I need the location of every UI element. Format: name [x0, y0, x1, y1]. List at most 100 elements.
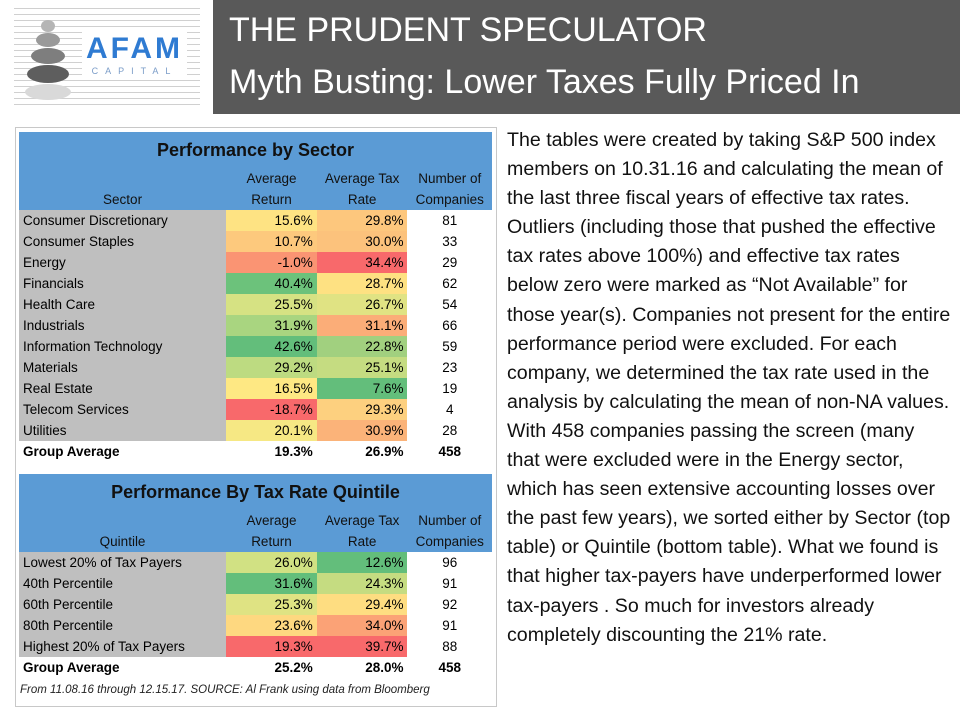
row-label: 40th Percentile: [19, 573, 227, 594]
tax-rate-cell: 24.3%: [316, 573, 408, 594]
row-label: Information Technology: [19, 336, 227, 357]
row-label: Group Average: [19, 657, 227, 678]
return-cell: 19.3%: [226, 636, 317, 657]
return-cell: -18.7%: [226, 399, 317, 420]
return-cell: -1.0%: [226, 252, 317, 273]
quintile-table-title: Performance By Tax Rate Quintile: [19, 474, 492, 510]
row-label: Utilities: [19, 420, 227, 441]
header-cell: Sector: [19, 189, 227, 210]
return-cell: 26.0%: [226, 552, 317, 573]
body-paragraph: The tables were created by taking S&P 50…: [507, 129, 951, 646]
return-cell: 10.7%: [226, 231, 317, 252]
header-cell: Average: [226, 510, 317, 531]
table-row: Highest 20% of Tax Payers 19.3% 39.7% 88: [19, 636, 492, 657]
tax-rate-cell: 26.9%: [316, 441, 408, 462]
count-cell: 4: [407, 399, 492, 420]
row-label: Consumer Discretionary: [19, 210, 227, 231]
sector-table-title: Performance by Sector: [19, 132, 492, 168]
logo: AFAM CAPITAL: [0, 0, 213, 114]
tax-rate-cell: 39.7%: [316, 636, 408, 657]
count-cell: 458: [407, 657, 492, 678]
table-row: Financials 40.4% 28.7% 62: [19, 273, 492, 294]
table-row: Consumer Staples 10.7% 30.0% 33: [19, 231, 492, 252]
return-cell: 25.3%: [226, 594, 317, 615]
header-cell: Quintile: [19, 531, 227, 552]
header-cell: Rate: [316, 531, 408, 552]
sector-table: Performance by Sector Average Average Ta…: [19, 132, 492, 462]
header-cell: Return: [226, 531, 317, 552]
tax-rate-cell: 28.0%: [316, 657, 408, 678]
return-cell: 19.3%: [226, 441, 317, 462]
return-cell: 29.2%: [226, 357, 317, 378]
return-cell: 25.2%: [226, 657, 317, 678]
row-label: Health Care: [19, 294, 227, 315]
count-cell: 458: [407, 441, 492, 462]
header-cell: Average Tax: [316, 168, 408, 189]
table-row: Health Care 25.5% 26.7% 54: [19, 294, 492, 315]
row-label: Highest 20% of Tax Payers: [19, 636, 227, 657]
header-cell: Average: [226, 168, 317, 189]
row-label: Real Estate: [19, 378, 227, 399]
return-cell: 25.5%: [226, 294, 317, 315]
row-label: 60th Percentile: [19, 594, 227, 615]
logo-sub-text: CAPITAL: [91, 66, 178, 76]
count-cell: 91: [407, 573, 492, 594]
tax-rate-cell: 30.0%: [316, 231, 408, 252]
count-cell: 28: [407, 420, 492, 441]
row-label: 80th Percentile: [19, 615, 227, 636]
source-note: From 11.08.16 through 12.15.17. SOURCE: …: [20, 684, 430, 696]
header-cell: [19, 168, 227, 189]
table-row: Consumer Discretionary 15.6% 29.8% 81: [19, 210, 492, 231]
count-cell: 54: [407, 294, 492, 315]
header-cell: Companies: [407, 531, 492, 552]
row-label: Consumer Staples: [19, 231, 227, 252]
tax-rate-cell: 7.6%: [316, 378, 408, 399]
count-cell: 91: [407, 615, 492, 636]
count-cell: 66: [407, 315, 492, 336]
count-cell: 19: [407, 378, 492, 399]
count-cell: 59: [407, 336, 492, 357]
return-cell: 40.4%: [226, 273, 317, 294]
header-cell: [19, 510, 227, 531]
logo-text: AFAM CAPITAL: [82, 30, 187, 78]
table-row: 60th Percentile 25.3% 29.4% 92: [19, 594, 492, 615]
row-label: Industrials: [19, 315, 227, 336]
return-cell: 23.6%: [226, 615, 317, 636]
page-title: THE PRUDENT SPECULATOR: [229, 11, 707, 49]
tax-rate-cell: 29.3%: [316, 399, 408, 420]
count-cell: 62: [407, 273, 492, 294]
row-label: Financials: [19, 273, 227, 294]
table-row: Energy -1.0% 34.4% 29: [19, 252, 492, 273]
group-average-row: Group Average 19.3% 26.9% 458: [19, 441, 492, 462]
count-cell: 29: [407, 252, 492, 273]
header-bar: AFAM CAPITAL THE PRUDENT SPECULATOR Myth…: [0, 0, 960, 114]
row-label: Group Average: [19, 441, 227, 462]
table-row: Materials 29.2% 25.1% 23: [19, 357, 492, 378]
table-row: Lowest 20% of Tax Payers 26.0% 12.6% 96: [19, 552, 492, 573]
stones-icon: [25, 20, 71, 100]
table-row: Real Estate 16.5% 7.6% 19: [19, 378, 492, 399]
count-cell: 81: [407, 210, 492, 231]
return-cell: 20.1%: [226, 420, 317, 441]
tax-rate-cell: 30.9%: [316, 420, 408, 441]
tables-panel: Performance by Sector Average Average Ta…: [15, 127, 497, 707]
count-cell: 23: [407, 357, 492, 378]
tax-rate-cell: 25.1%: [316, 357, 408, 378]
tax-rate-cell: 22.8%: [316, 336, 408, 357]
tax-rate-cell: 29.4%: [316, 594, 408, 615]
row-label: Energy: [19, 252, 227, 273]
return-cell: 31.6%: [226, 573, 317, 594]
table-row: Utilities 20.1% 30.9% 28: [19, 420, 492, 441]
table-row: Information Technology 42.6% 22.8% 59: [19, 336, 492, 357]
row-label: Telecom Services: [19, 399, 227, 420]
count-cell: 88: [407, 636, 492, 657]
table-row: Industrials 31.9% 31.1% 66: [19, 315, 492, 336]
logo-main-text: AFAM: [86, 32, 183, 65]
page-subtitle: Myth Busting: Lower Taxes Fully Priced I…: [229, 63, 860, 101]
group-average-row: Group Average 25.2% 28.0% 458: [19, 657, 492, 678]
header-cell: Number of: [407, 168, 492, 189]
table-row: 80th Percentile 23.6% 34.0% 91: [19, 615, 492, 636]
table-row: Telecom Services -18.7% 29.3% 4: [19, 399, 492, 420]
quintile-table: Performance By Tax Rate Quintile Average…: [19, 474, 492, 678]
tax-rate-cell: 29.8%: [316, 210, 408, 231]
